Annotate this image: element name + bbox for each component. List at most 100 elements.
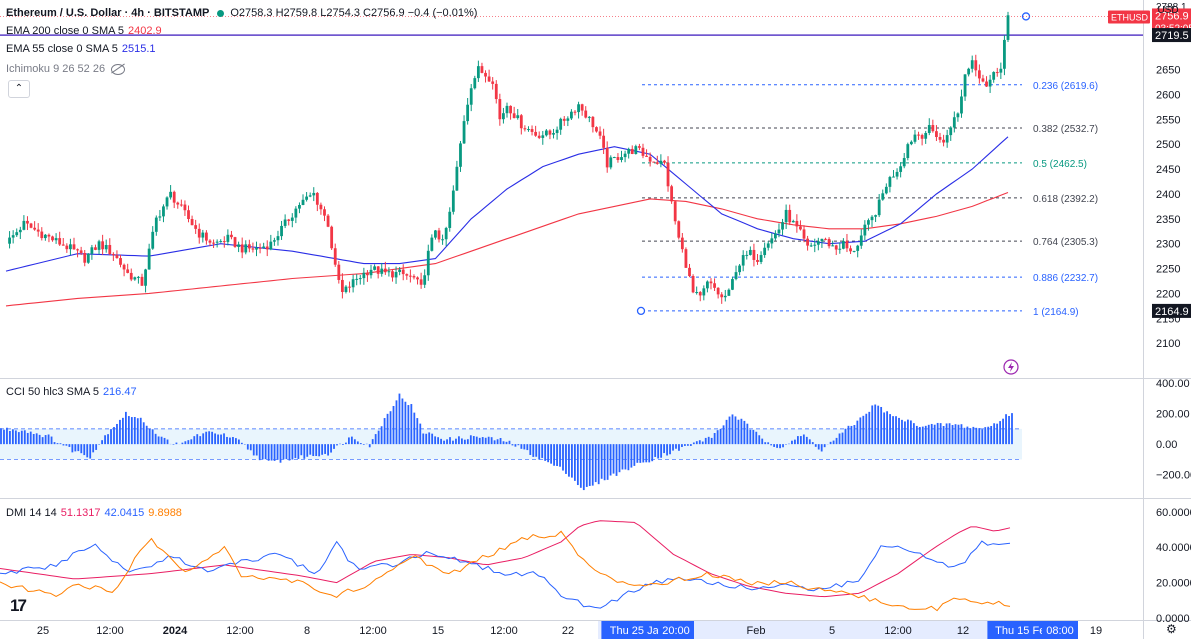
candle-body: [555, 129, 559, 134]
legend-ichimoku[interactable]: Ichimoku 9 26 52 26: [6, 62, 126, 76]
candle-body: [856, 245, 860, 251]
candle-body: [1003, 39, 1006, 69]
dmi-tick-label: 60.0000: [1156, 507, 1191, 519]
symbol-title[interactable]: Ethereum / U.S. Dollar · 4h · BITSTAMP: [6, 7, 210, 19]
candle-body: [716, 287, 720, 295]
candle-body: [985, 81, 988, 87]
candle-body: [913, 134, 917, 142]
candle-body: [90, 247, 94, 254]
candle-body: [673, 201, 677, 222]
settings-gear-icon[interactable]: ⚙: [1166, 622, 1177, 636]
candle-body: [408, 275, 412, 277]
level-price-value: 2164.9: [1155, 306, 1189, 318]
candle-body: [695, 292, 699, 294]
candle-body: [544, 130, 548, 136]
dmi-tick-label: 0.0000: [1156, 613, 1190, 625]
legend-dmi[interactable]: DMI 14 14 51.1317 42.0415 9.8988: [6, 506, 182, 520]
candle-body: [201, 232, 205, 238]
candle-body: [190, 219, 194, 226]
candle-body: [255, 247, 258, 250]
candle-body: [906, 144, 910, 159]
candle-body: [802, 229, 806, 239]
candle-body: [144, 269, 147, 286]
candle-body: [251, 248, 255, 250]
candle-body: [319, 204, 323, 210]
candle-body: [806, 238, 809, 246]
candle-body: [956, 113, 960, 118]
candle-body: [745, 254, 749, 256]
candle-body: [763, 247, 767, 256]
candle-body: [741, 255, 745, 266]
candle-body: [974, 60, 978, 71]
candle-body: [197, 228, 201, 238]
price-tick-label: 2100: [1156, 338, 1180, 350]
candle-body: [287, 219, 291, 221]
adx-value: 9.8988: [148, 507, 182, 519]
candle-body: [505, 105, 509, 114]
candle-body: [51, 236, 54, 241]
candle-body: [476, 66, 480, 79]
candle-body: [655, 162, 659, 164]
candle-body: [111, 254, 115, 256]
candle-body: [591, 116, 595, 128]
candle-body: [226, 234, 230, 242]
candle-body: [18, 229, 22, 233]
candle-body: [534, 131, 538, 136]
candle-body: [11, 235, 15, 238]
legend-ema55[interactable]: EMA 55 close 0 SMA 5 2515.1: [6, 42, 156, 56]
candle-body: [330, 226, 334, 249]
candle-body: [552, 133, 555, 135]
candle-body: [612, 157, 616, 159]
candle-body: [595, 127, 598, 132]
candle-body: [935, 131, 938, 137]
time-tick-label: 8: [304, 625, 310, 637]
candle-body: [272, 240, 276, 242]
ichimoku-label: Ichimoku 9 26 52 26: [6, 63, 106, 75]
candle-body: [72, 244, 76, 250]
candle-body: [530, 129, 534, 132]
candle-body: [752, 249, 756, 260]
candle-body: [559, 118, 563, 130]
candle-body: [706, 281, 709, 289]
price-axis[interactable]: 2100215022002250230023502400245025002550…: [1108, 2, 1191, 625]
price-tick-label: 2550: [1156, 114, 1180, 126]
candle-body: [949, 127, 953, 136]
candle-body: [208, 240, 212, 243]
candle-body: [756, 259, 759, 262]
cci-pane[interactable]: [0, 393, 1022, 491]
candle-body: [620, 157, 623, 161]
candle-body: [416, 277, 419, 280]
candle-body: [491, 81, 495, 84]
collapse-legend-button[interactable]: ⌃: [8, 80, 30, 98]
candle-body: [702, 288, 706, 296]
candle-body: [509, 105, 512, 114]
candle-body: [290, 217, 294, 221]
candle-body: [670, 186, 674, 202]
candle-body: [351, 279, 355, 288]
time-tick-label: 2024: [163, 625, 188, 637]
legend-cci[interactable]: CCI 50 hlc3 SMA 5 216.47: [6, 385, 137, 399]
candle-body: [194, 225, 198, 229]
candle-body: [677, 221, 681, 238]
candle-body: [909, 141, 913, 145]
dmi-plus-value: 51.1317: [60, 507, 101, 519]
candle-body: [26, 220, 29, 224]
candle-body: [852, 250, 856, 252]
candle-body: [437, 230, 441, 240]
price-tick-label: 2200: [1156, 288, 1180, 300]
fib-anchor-low: [636, 306, 646, 316]
currency-selector[interactable]: USD: [1157, 5, 1179, 16]
candle-body: [162, 206, 165, 217]
price-pane[interactable]: 0.236 (2619.6) 0.382 (2532.7) 0.5 (2462.5)…: [0, 11, 1143, 375]
candle-body: [570, 111, 573, 119]
legend-ema200[interactable]: EMA 200 close 0 SMA 5 2402.9: [6, 24, 162, 38]
candle-body: [791, 220, 795, 223]
candle-body: [641, 147, 645, 156]
time-axis[interactable]: 25 12:00 2024 12:00 8 12:00 15 12:00 22 Thu 25 Ja…: [37, 621, 1102, 639]
candle-body: [924, 132, 928, 139]
candle-body: [312, 192, 316, 196]
candle-body: [977, 70, 981, 79]
hidden-eye-icon[interactable]: [111, 63, 126, 75]
dmi-pane[interactable]: [0, 520, 1011, 612]
